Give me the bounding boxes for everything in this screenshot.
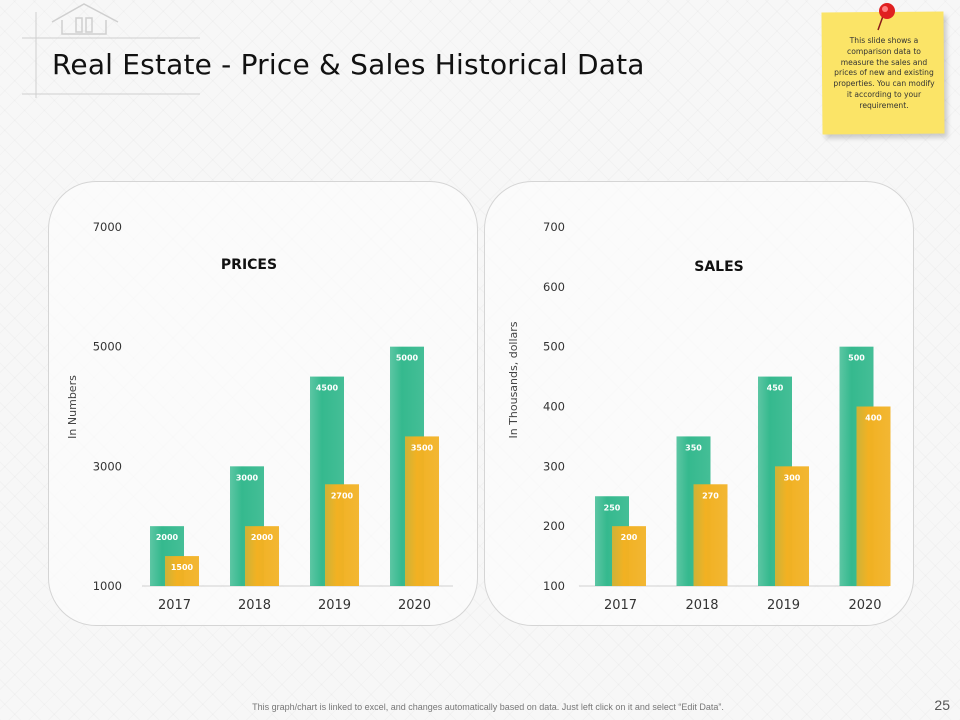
house-icon (51, 3, 119, 35)
data-label: 5000 (396, 354, 419, 363)
x-tick-label: 2018 (238, 598, 271, 613)
y-axis-label: In Numbers (66, 375, 79, 439)
y-tick-label: 400 (543, 400, 565, 414)
x-tick-label: 2020 (398, 598, 431, 613)
data-label: 2000 (156, 533, 179, 542)
bar-series2-2018 (693, 484, 728, 586)
page-number: 25 (934, 697, 950, 713)
data-label: 200 (621, 533, 638, 542)
bar-series2-2020 (856, 406, 891, 586)
sales-chart: SALES In Thousands, dollars 100 200 300 400 50… (507, 220, 891, 613)
data-label: 270 (702, 491, 719, 500)
data-label: 2700 (331, 491, 354, 500)
data-label: 3000 (236, 473, 259, 482)
data-label: 350 (685, 443, 702, 452)
y-tick-label: 700 (543, 220, 565, 234)
data-label: 450 (767, 384, 784, 393)
y-tick-label: 200 (543, 519, 565, 533)
bar-series2-2019 (775, 466, 809, 586)
chart-title: PRICES (221, 257, 277, 273)
bar-series2-2017 (165, 556, 199, 586)
sales-chart-panel: SALES In Thousands, dollars 100 200 300 400 50… (484, 181, 914, 626)
corner-decoration (22, 3, 200, 98)
data-label: 4500 (316, 384, 339, 393)
y-axis-label: In Thousands, dollars (507, 321, 520, 438)
data-label: 300 (784, 473, 801, 482)
pushpin-icon (877, 3, 895, 31)
y-tick-label: 5000 (93, 340, 122, 354)
x-tick-label: 2017 (604, 598, 637, 613)
data-label: 400 (865, 414, 882, 423)
footer-note: This graph/chart is linked to excel, and… (252, 702, 724, 712)
bar-series2-2019 (325, 484, 359, 586)
data-label: 1500 (171, 563, 194, 572)
x-tick-label: 2017 (158, 598, 191, 613)
y-tick-label: 600 (543, 280, 565, 294)
y-tick-label: 3000 (93, 459, 122, 473)
x-tick-label: 2018 (685, 598, 718, 613)
data-label: 250 (604, 503, 621, 512)
bar-series2-2020 (405, 436, 439, 586)
y-tick-label: 7000 (93, 220, 122, 234)
y-tick-label: 300 (543, 459, 565, 473)
x-tick-label: 2020 (848, 598, 881, 613)
x-tick-label: 2019 (767, 598, 800, 613)
chart-title: SALES (694, 259, 744, 275)
prices-chart-panel: PRICES In Numbers 1000 3000 5000 7000 2000 1500… (48, 181, 478, 626)
data-label: 500 (848, 354, 865, 363)
sticky-note: This slide shows a comparison data to me… (821, 3, 950, 140)
data-label: 2000 (251, 533, 274, 542)
x-tick-label: 2019 (318, 598, 351, 613)
sticky-note-text: This slide shows a comparison data to me… (833, 36, 935, 110)
prices-chart: PRICES In Numbers 1000 3000 5000 7000 2000 1500… (66, 220, 453, 613)
bar-series2-2018 (245, 526, 279, 586)
y-tick-label: 1000 (93, 579, 122, 593)
y-tick-label: 500 (543, 340, 565, 354)
bar-series2-2017 (612, 526, 646, 586)
data-label: 3500 (411, 443, 434, 452)
page-title: Real Estate - Price & Sales Historical D… (52, 48, 645, 81)
y-tick-label: 100 (543, 579, 565, 593)
